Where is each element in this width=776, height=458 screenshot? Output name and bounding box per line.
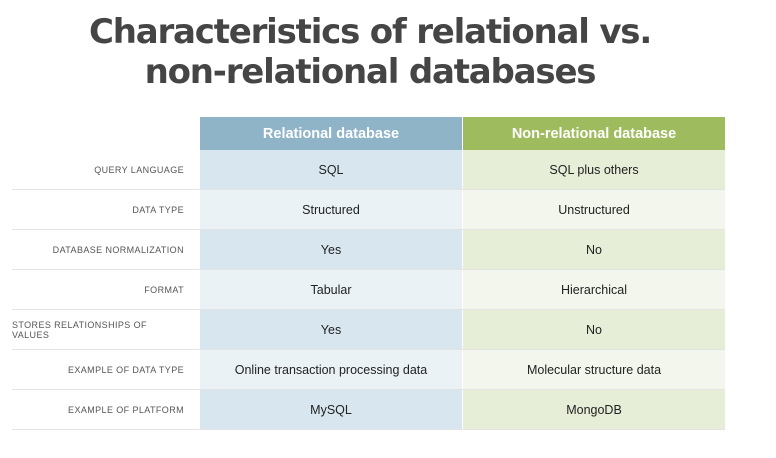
table-row-example-data-type: EXAMPLE OF DATA TYPE Online transaction …: [12, 350, 725, 390]
header-label-spacer: [12, 117, 200, 150]
nonrelational-value: SQL plus others: [462, 150, 725, 189]
table-row-stores-relationships: STORES RELATIONSHIPS OF VALUES Yes No: [12, 310, 725, 350]
page-title: Characteristics of relational vs. non-re…: [0, 12, 740, 92]
row-label: DATABASE NORMALIZATION: [52, 244, 184, 255]
nonrelational-value: No: [462, 310, 725, 349]
table-row-database-normalization: DATABASE NORMALIZATION Yes No: [12, 230, 725, 270]
nonrelational-value: Hierarchical: [462, 270, 725, 309]
title-line-2: non-relational databases: [144, 52, 597, 92]
relational-value: Yes: [200, 230, 462, 269]
header-relational-database: Relational database: [200, 117, 462, 150]
title-line-1: Characteristics of relational vs.: [88, 12, 652, 52]
comparison-table: Relational database Non-relational datab…: [12, 117, 725, 430]
nonrelational-value: Unstructured: [462, 190, 725, 229]
row-label: EXAMPLE OF PLATFORM: [68, 404, 184, 415]
relational-value: Tabular: [200, 270, 462, 309]
table-row-data-type: DATA TYPE Structured Unstructured: [12, 190, 725, 230]
relational-value: MySQL: [200, 390, 462, 429]
table-row-example-platform: EXAMPLE OF PLATFORM MySQL MongoDB: [12, 390, 725, 430]
nonrelational-value: Molecular structure data: [462, 350, 725, 389]
row-label: DATA TYPE: [132, 204, 184, 215]
nonrelational-value: No: [462, 230, 725, 269]
relational-value: Structured: [200, 190, 462, 229]
row-label: STORES RELATIONSHIPS OF VALUES: [12, 319, 147, 340]
row-label: QUERY LANGUAGE: [94, 164, 184, 175]
relational-value: Online transaction processing data: [200, 350, 462, 389]
header-non-relational-database: Non-relational database: [462, 117, 725, 150]
relational-value: SQL: [200, 150, 462, 189]
table-row-format: FORMAT Tabular Hierarchical: [12, 270, 725, 310]
row-label: FORMAT: [144, 284, 184, 295]
table-row-query-language: QUERY LANGUAGE SQL SQL plus others: [12, 150, 725, 190]
table-header-row: Relational database Non-relational datab…: [12, 117, 725, 150]
nonrelational-value: MongoDB: [462, 390, 725, 429]
relational-value: Yes: [200, 310, 462, 349]
row-label: EXAMPLE OF DATA TYPE: [67, 364, 184, 375]
